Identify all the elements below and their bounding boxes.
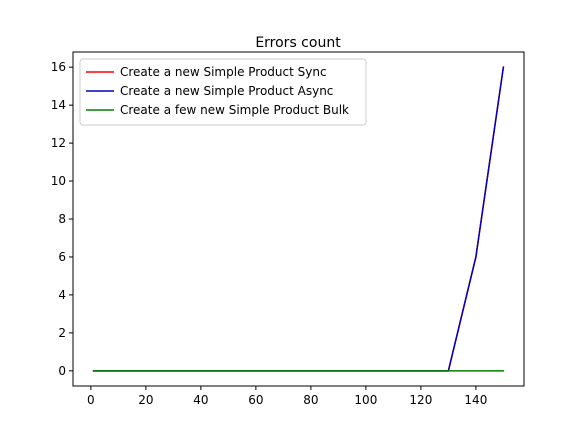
y-tick-label: 14 — [51, 98, 66, 112]
y-tick-label: 16 — [51, 60, 66, 74]
y-tick-label: 6 — [58, 250, 66, 264]
legend: Create a new Simple Product Sync Create a… — [79, 58, 367, 126]
x-tick-label: 120 — [409, 393, 432, 407]
x-tick-label: 140 — [464, 393, 487, 407]
x-tick-label: 40 — [193, 393, 208, 407]
plot-frame — [72, 51, 525, 387]
y-axis-ticks: 0 2 4 6 8 10 12 14 16 — [51, 60, 73, 378]
y-tick-label: 10 — [51, 174, 66, 188]
y-tick-label: 8 — [58, 212, 66, 226]
series-lines — [92, 66, 505, 372]
legend-label: Create a new Simple Product Sync — [120, 65, 327, 79]
x-tick-label: 80 — [303, 393, 318, 407]
y-tick-label: 0 — [58, 364, 66, 378]
x-axis-ticks: 0 20 40 60 80 100 120 140 — [87, 386, 487, 407]
y-tick-label: 4 — [58, 288, 66, 302]
legend-label: Create a new Simple Product Async — [120, 84, 333, 98]
x-tick-label: 60 — [248, 393, 263, 407]
y-tick-label: 12 — [51, 136, 66, 150]
chart-title: Errors count — [255, 35, 341, 51]
x-tick-label: 0 — [87, 393, 95, 407]
legend-box — [79, 58, 367, 126]
legend-label: Create a few new Simple Product Bulk — [120, 103, 349, 117]
x-tick-label: 100 — [354, 393, 377, 407]
y-tick-label: 2 — [58, 326, 66, 340]
x-tick-label: 20 — [138, 393, 153, 407]
